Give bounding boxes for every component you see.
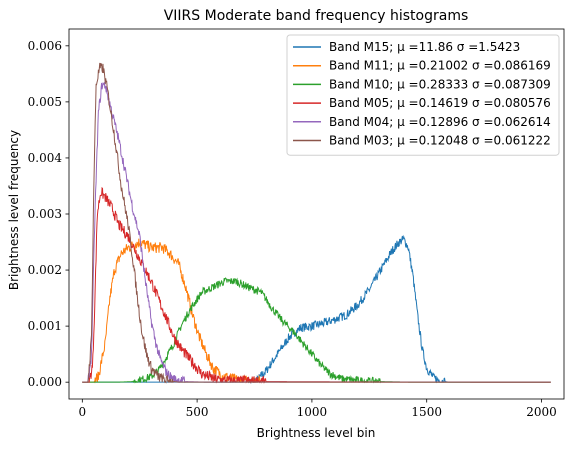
y-tick-label: 0.005 xyxy=(28,95,62,109)
x-tick-label: 1000 xyxy=(297,405,328,419)
y-tick-label: 0.004 xyxy=(28,151,63,165)
x-tick-label: 500 xyxy=(186,405,209,419)
legend-entry: Band M15; μ =11.86 σ =1.5423 xyxy=(329,40,520,54)
y-tick-label: 0.000 xyxy=(28,375,62,389)
y-tick-label: 0.003 xyxy=(28,207,62,221)
x-tick-label: 2000 xyxy=(526,405,557,419)
legend-box xyxy=(286,34,560,156)
legend-entry: Band M04; μ =0.12896 σ =0.062614 xyxy=(329,115,551,129)
y-tick-label: 0.002 xyxy=(28,263,62,277)
x-tick-label: 0 xyxy=(78,405,86,419)
y-axis-label: Brightness level frequency xyxy=(7,130,21,290)
legend-entry: Band M05; μ =0.14619 σ =0.080576 xyxy=(329,96,551,110)
y-tick-label: 0.006 xyxy=(28,39,62,53)
x-tick-label: 1500 xyxy=(411,405,442,419)
x-axis-label: Brightness level bin xyxy=(257,426,376,440)
chart-title: VIIRS Moderate band frequency histograms xyxy=(164,8,469,24)
legend: Band M15; μ =11.86 σ =1.5423 Band M11; μ … xyxy=(286,34,560,156)
series-line-6 xyxy=(82,62,551,384)
x-axis-ticks: 0 500 1000 1500 2000 xyxy=(78,399,557,419)
y-axis-ticks: 0.000 0.001 0.002 0.003 0.004 0.005 0.006 xyxy=(28,39,69,389)
legend-entry: Band M10; μ =0.28333 σ =0.087309 xyxy=(329,77,551,91)
plot-area xyxy=(82,62,551,385)
legend-entry: Band M03; μ =0.12048 σ =0.061222 xyxy=(329,134,551,148)
legend-entry: Band M11; μ =0.21002 σ =0.086169 xyxy=(329,59,551,73)
series-line-4 xyxy=(82,186,551,384)
series-line-3 xyxy=(82,277,551,384)
y-tick-label: 0.001 xyxy=(28,319,62,333)
